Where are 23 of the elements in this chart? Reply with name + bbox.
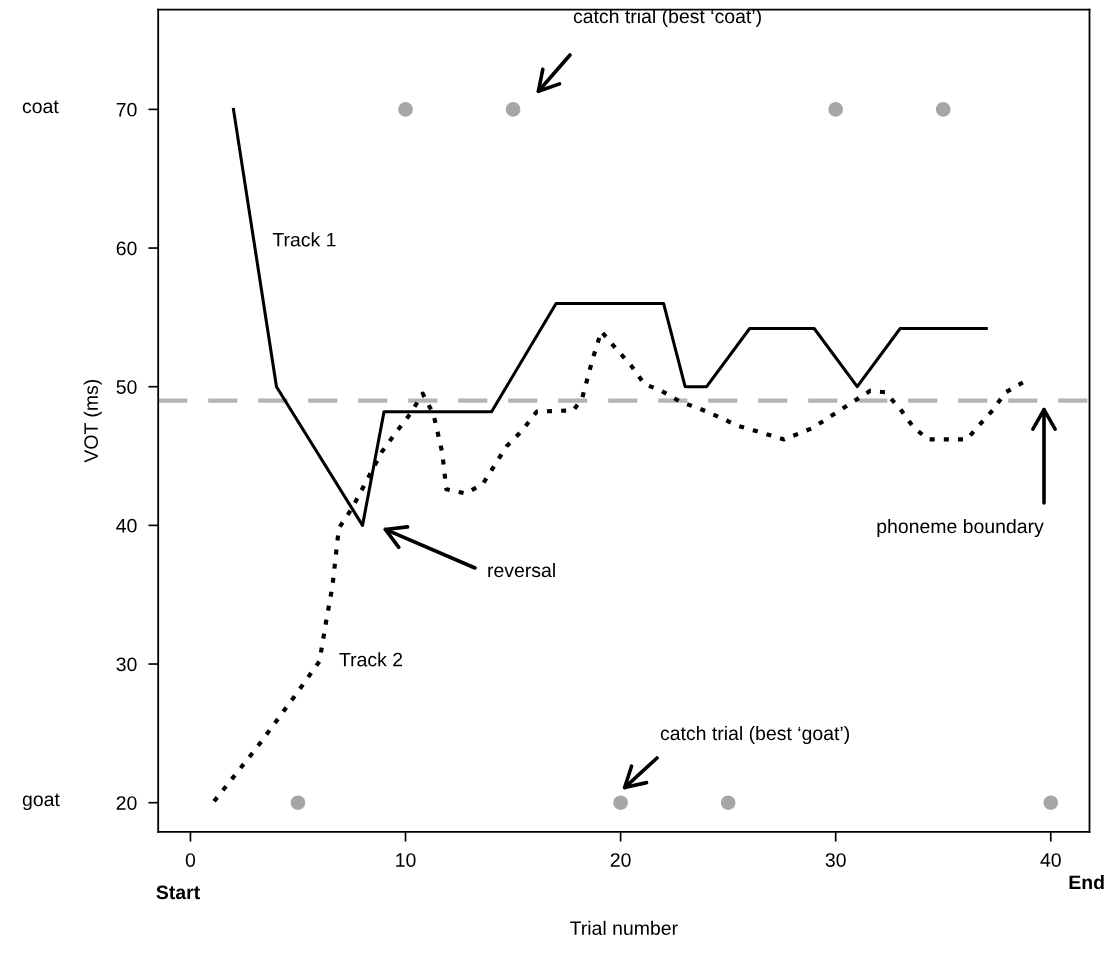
x-tick-label: 40 xyxy=(1040,853,1061,867)
x-tick-label: 20 xyxy=(610,853,631,867)
y-tick-label: 30 xyxy=(116,657,137,672)
y-tick-label: 40 xyxy=(116,518,137,533)
x-tick-label: 10 xyxy=(396,853,416,867)
annotation: phoneme boundary xyxy=(877,518,1044,538)
text: Start xyxy=(156,885,200,900)
y-tick-label: 70 xyxy=(116,102,137,117)
series-label: Track 2 xyxy=(339,652,403,667)
annotation: reversal xyxy=(488,562,555,578)
x-axis-title: Trial number xyxy=(570,920,678,936)
series-label: Track 1 xyxy=(272,232,336,247)
annotation: catch trial (best ‘coat’) xyxy=(573,8,761,28)
x-tick-label: 0 xyxy=(185,853,196,867)
annotation: catch trial (best ‘goat’) xyxy=(660,725,849,745)
text: goat xyxy=(22,793,60,811)
y-tick-label: 20 xyxy=(116,796,137,810)
x-tick-label: 30 xyxy=(825,853,846,867)
y-axis-title: VOT (ms) xyxy=(83,379,102,463)
y-tick-label: 50 xyxy=(116,380,137,394)
text: End xyxy=(1069,874,1104,890)
text: coat xyxy=(22,100,59,114)
y-tick-label: 60 xyxy=(116,241,137,256)
